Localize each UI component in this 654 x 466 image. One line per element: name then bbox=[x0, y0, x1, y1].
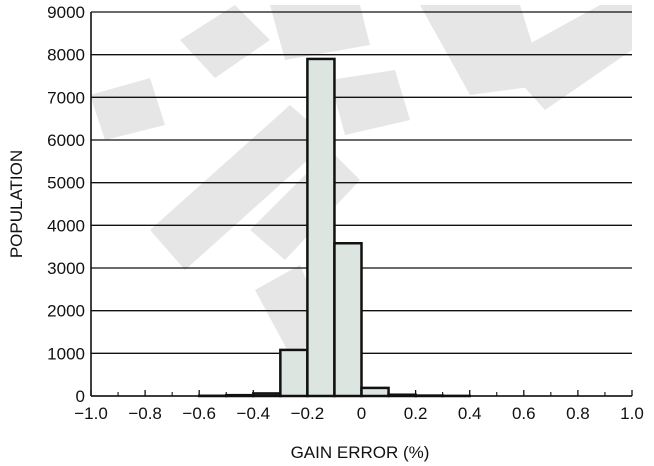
x-tick-label: 0.4 bbox=[458, 404, 482, 423]
y-tick-label: 6000 bbox=[47, 131, 85, 150]
y-tick-label: 5000 bbox=[47, 174, 85, 193]
histogram-bar bbox=[279, 348, 309, 398]
histogram-bar bbox=[333, 242, 363, 398]
histogram-bars bbox=[197, 57, 471, 398]
x-tick-label: 0.8 bbox=[566, 404, 590, 423]
x-tick-labels: −1.0 −0.8 −0.6 −0.4 −0.2 0 0.2 0.4 0.6 0.8 1.0 bbox=[74, 404, 644, 423]
histogram-bar bbox=[306, 57, 336, 398]
y-tick-label: 2000 bbox=[47, 302, 85, 321]
x-tick-label: −0.6 bbox=[182, 404, 216, 423]
y-tick-label: 7000 bbox=[47, 88, 85, 107]
x-tick-label: 0 bbox=[357, 404, 366, 423]
y-tick-label: 3000 bbox=[47, 259, 85, 278]
x-tick-label: −0.2 bbox=[291, 404, 325, 423]
x-tick-label: −0.4 bbox=[237, 404, 271, 423]
x-tick-label: −0.8 bbox=[128, 404, 162, 423]
y-axis-title: POPULATION bbox=[7, 150, 26, 258]
y-tick-label: 4000 bbox=[47, 216, 85, 235]
x-tick-label: 0.6 bbox=[512, 404, 536, 423]
x-axis-title: GAIN ERROR (%) bbox=[291, 443, 430, 462]
x-tick-label: 1.0 bbox=[620, 404, 644, 423]
x-tick-label: −1.0 bbox=[74, 404, 108, 423]
histogram-bar bbox=[360, 386, 390, 398]
y-tick-label: 8000 bbox=[47, 46, 85, 65]
gridlines bbox=[91, 11, 632, 397]
y-tick-label: 1000 bbox=[47, 344, 85, 363]
y-tick-label: 0 bbox=[76, 387, 85, 406]
axes bbox=[90, 12, 633, 397]
y-tick-label: 9000 bbox=[47, 3, 85, 22]
x-tick-label: 0.2 bbox=[404, 404, 428, 423]
y-tick-labels: 9000 8000 7000 6000 5000 4000 3000 2000 1000 0 bbox=[47, 3, 85, 406]
